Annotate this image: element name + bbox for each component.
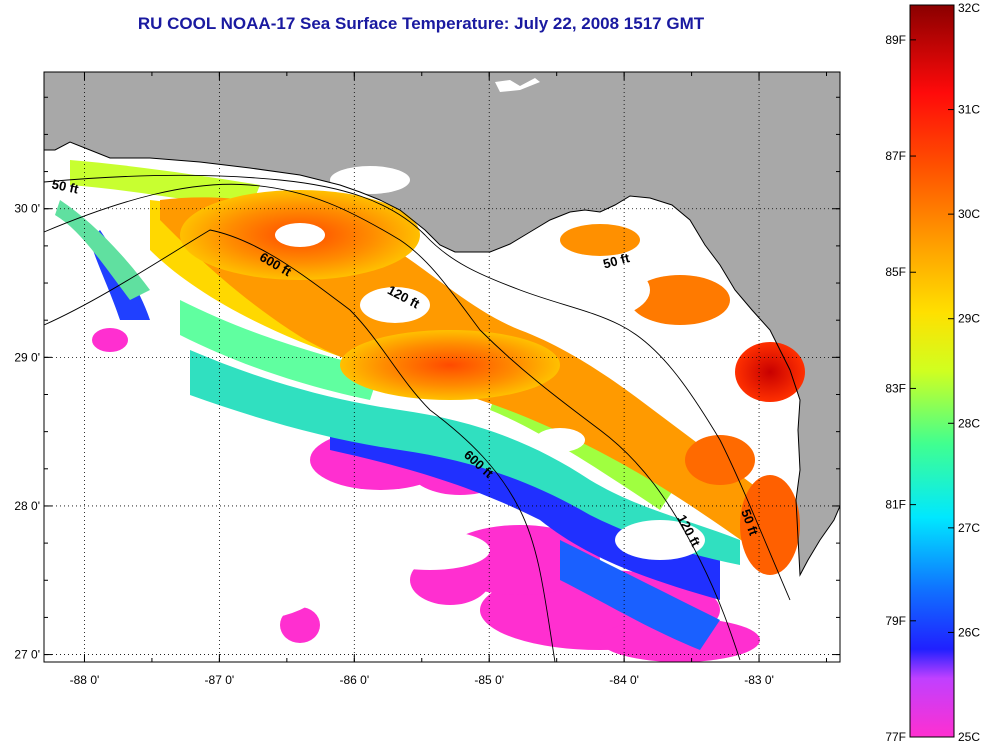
- colorbar-gradient: [909, 4, 955, 738]
- colorbar-c-label: 30C: [958, 207, 980, 221]
- plot-frame: [43, 71, 841, 663]
- x-tick-label: -87 0': [205, 673, 235, 687]
- coastline: [44, 141, 841, 577]
- sst-data-field: [55, 160, 805, 662]
- colorbar-c-label: 26C: [958, 625, 980, 639]
- colorbar-f-label: 85F: [885, 265, 906, 279]
- contour-label: 50 ft: [601, 250, 631, 272]
- y-tick-label: 28 0': [14, 499, 40, 513]
- bathymetry-contours: [43, 174, 791, 663]
- land-mass: [44, 72, 840, 575]
- colorbar-c-label: 32C: [958, 1, 980, 15]
- colorbar-f-label: 79F: [885, 614, 906, 628]
- colorbar-c-label: 29C: [958, 312, 980, 326]
- x-tick-label: -83 0': [744, 673, 774, 687]
- contour-label: 50 ft: [51, 176, 81, 196]
- y-tick-label: 27 0': [14, 648, 40, 662]
- colorbar-c-label: 25C: [958, 730, 980, 744]
- map-title: RU COOL NOAA-17 Sea Surface Temperature:…: [137, 14, 705, 33]
- inland-lake: [495, 78, 540, 92]
- x-tick-label: -85 0': [474, 673, 504, 687]
- graticule: [44, 72, 840, 662]
- colorbar-f-label: 81F: [885, 498, 906, 512]
- colorbar-c-label: 31C: [958, 103, 980, 117]
- axes: -88 0' -87 0' -86 0' -85 0' -84 0' -83 0' 27 0…: [14, 72, 840, 687]
- colorbar-c-label: 28C: [958, 416, 980, 430]
- x-tick-label: -84 0': [609, 673, 639, 687]
- colorbar-ticks: 32C 31C 30C 29C 28C 27C 26C 25C 89F 87F 85F 83F 81F 7…: [885, 1, 980, 744]
- x-tick-label: -86 0': [339, 673, 369, 687]
- colorbar-f-label: 77F: [885, 730, 906, 744]
- colorbar-f-label: 83F: [885, 381, 906, 395]
- colorbar-c-label: 27C: [958, 521, 980, 535]
- colorbar-f-label: 87F: [885, 149, 906, 163]
- x-tick-label: -88 0': [70, 673, 100, 687]
- colorbar-f-label: 89F: [885, 33, 906, 47]
- y-tick-label: 30 0': [14, 202, 40, 216]
- y-tick-label: 29 0': [14, 350, 40, 364]
